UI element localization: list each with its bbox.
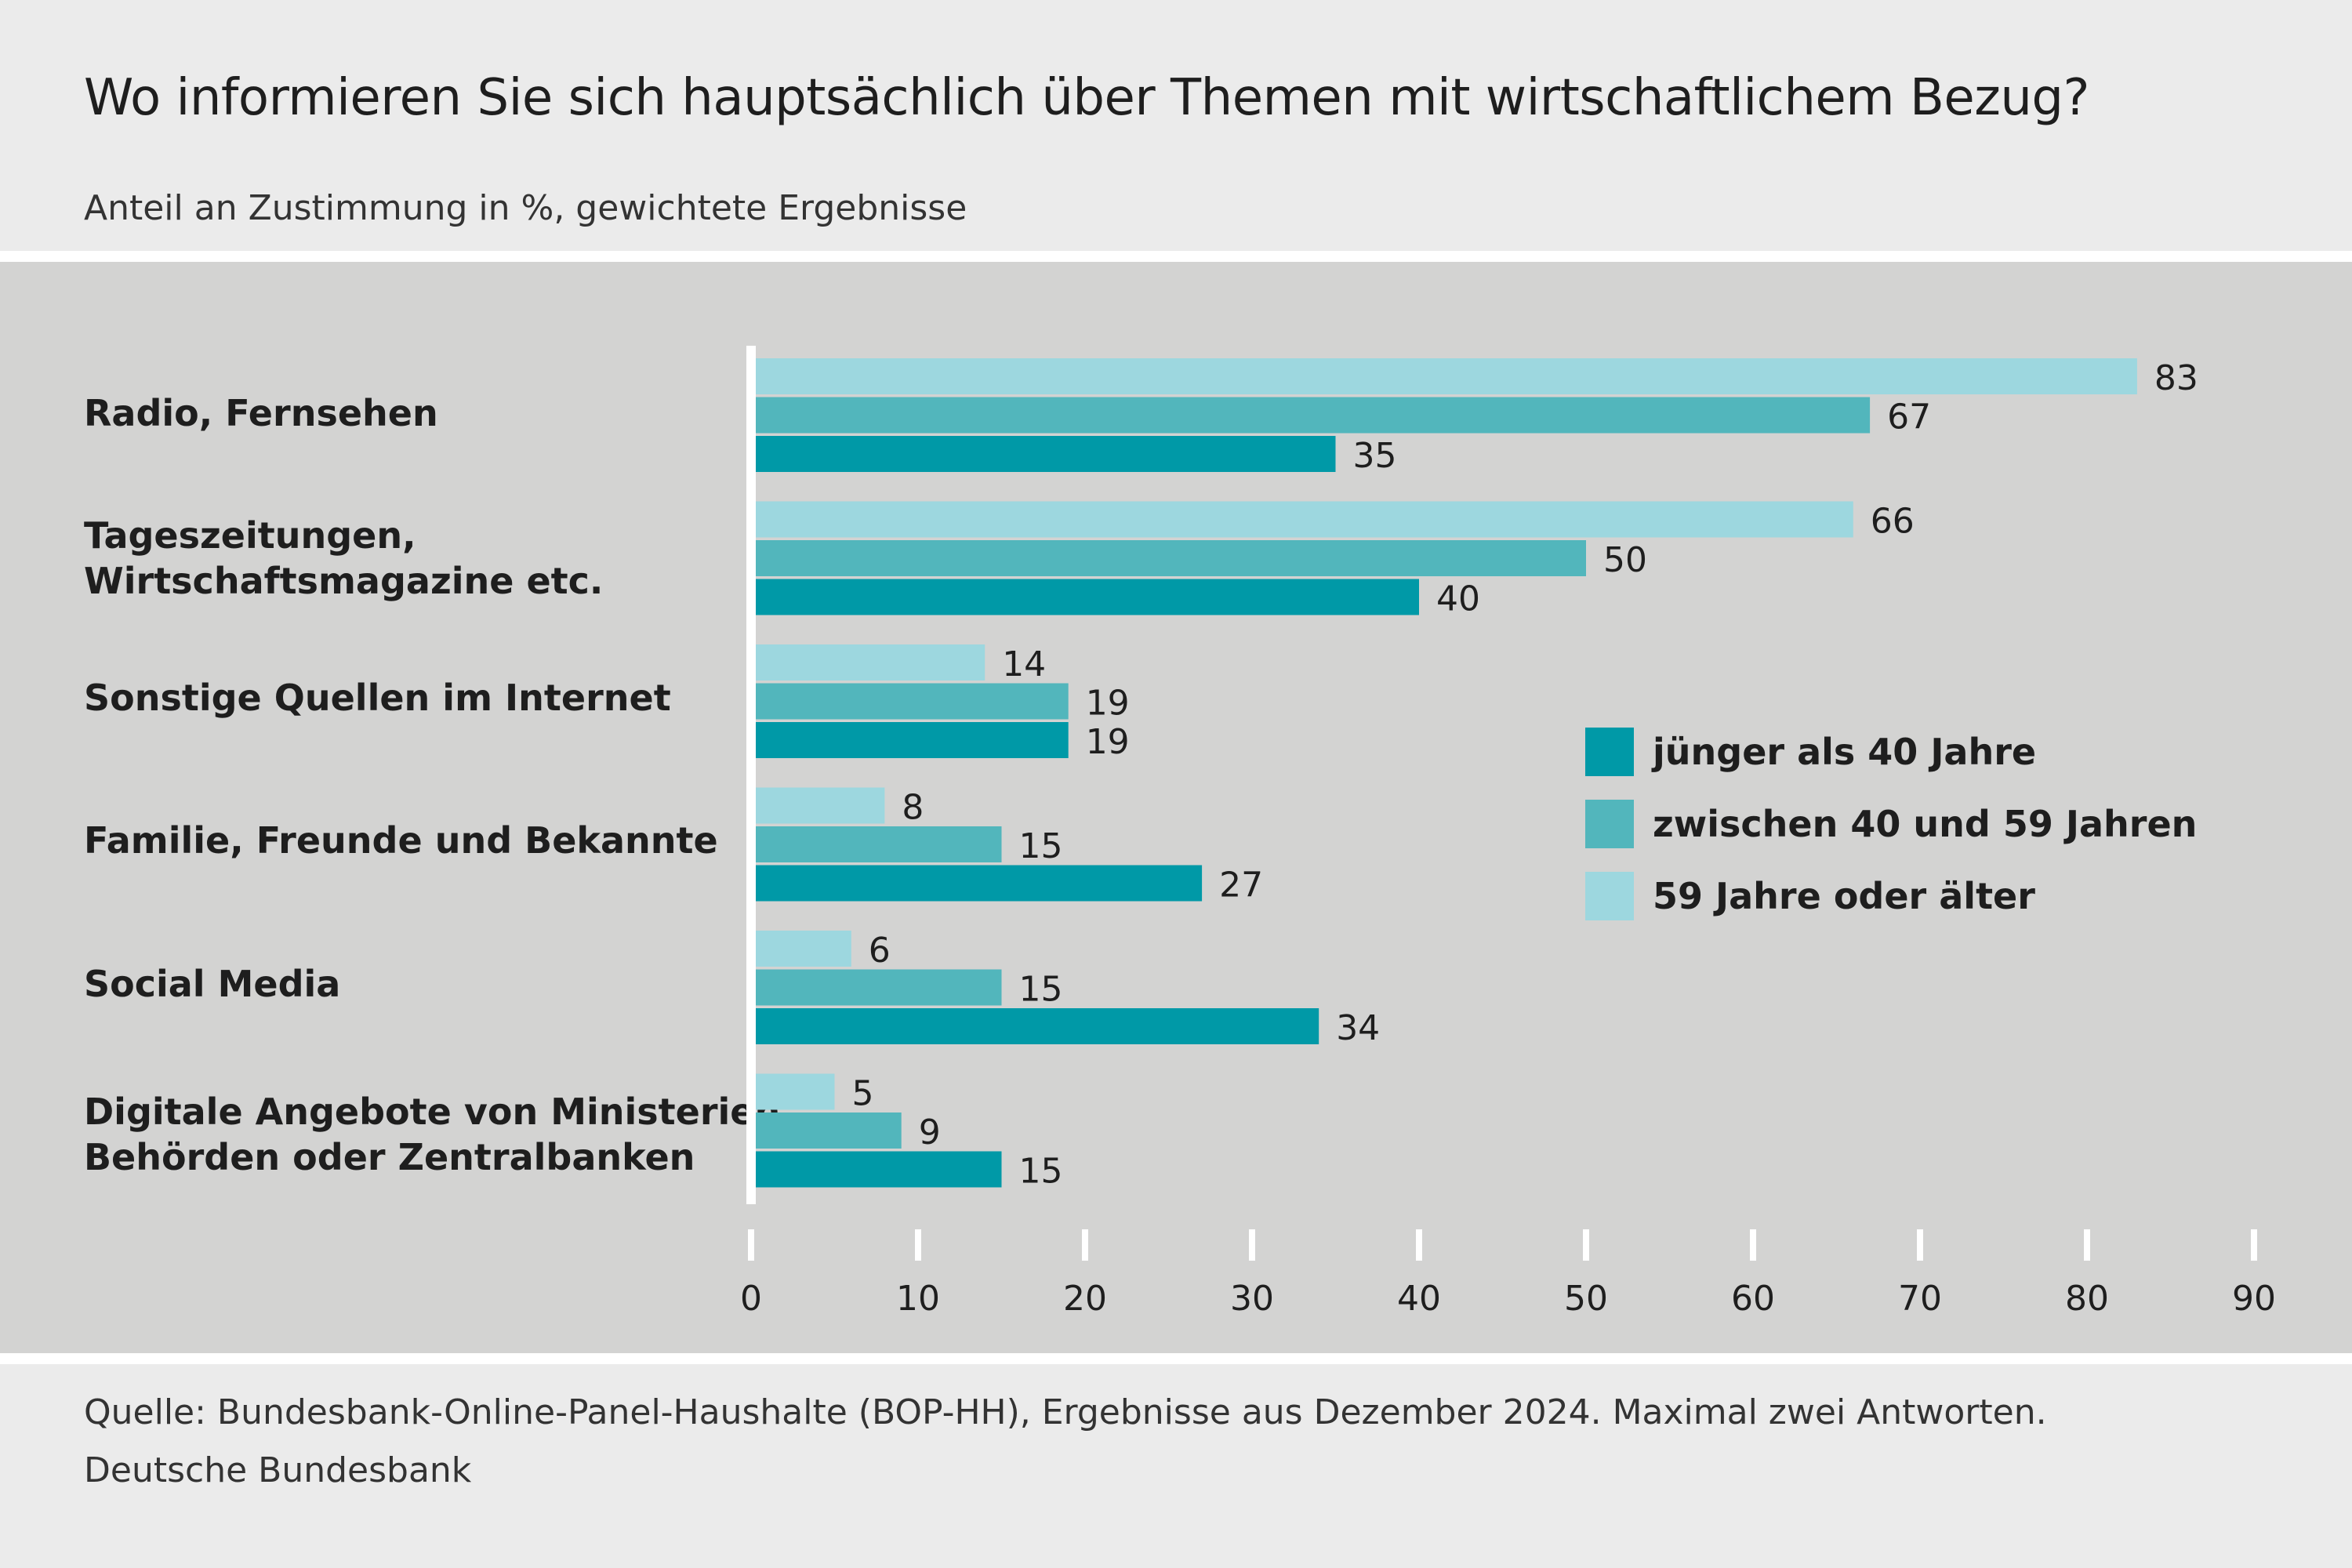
bar-value-label: 15 (1019, 826, 1063, 866)
x-tick-label: 10 (896, 1279, 940, 1319)
x-axis-tick (2251, 1229, 2257, 1261)
bar-value-label: 27 (1219, 866, 1263, 906)
x-axis-tick (1750, 1229, 1756, 1261)
legend-label: jünger als 40 Jahre (1653, 731, 2037, 773)
x-axis-tick (1249, 1229, 1255, 1261)
bar-value-label: 8 (902, 788, 924, 828)
bar-value-label: 19 (1086, 684, 1130, 724)
x-axis-tick (1416, 1229, 1422, 1261)
bar-value-label: 67 (1887, 397, 1931, 437)
bar-value-label: 50 (1603, 540, 1647, 580)
bar-value-label: 83 (2154, 358, 2198, 398)
legend-swatch (1585, 728, 1634, 776)
bar (756, 1151, 1002, 1188)
chart-title: Wo informieren Sie sich hauptsächlich üb… (84, 69, 2090, 127)
x-axis-tick (1583, 1229, 1589, 1261)
category-label: Sonstige Quellen im Internet (84, 677, 671, 719)
x-tick-label: 30 (1230, 1279, 1274, 1319)
publisher-credit: Deutsche Bundesbank (84, 1450, 472, 1490)
category-label: Familie, Freunde und Bekannte (84, 819, 718, 862)
bar (756, 865, 1203, 902)
x-tick-label: 50 (1564, 1279, 1608, 1319)
bar-value-label: 19 (1086, 722, 1130, 762)
bar-value-label: 14 (1002, 644, 1046, 684)
bar (756, 579, 1419, 615)
category-label: Radio, Fernsehen (84, 392, 438, 434)
legend-swatch (1585, 800, 1634, 848)
bar-value-label: 40 (1436, 579, 1480, 619)
bottom-separator (0, 1353, 2352, 1364)
x-tick-label: 0 (740, 1279, 762, 1319)
x-axis-tick (915, 1229, 921, 1261)
category-label: Social Media (84, 963, 341, 1005)
bar-value-label: 35 (1353, 436, 1397, 476)
category-label: Digitale Angebote von Ministerien, Behör… (84, 1091, 794, 1178)
bar-value-label: 9 (919, 1112, 941, 1152)
bar (756, 1008, 1319, 1044)
bar-value-label: 15 (1019, 970, 1063, 1010)
bar (756, 436, 1336, 472)
bar (756, 540, 1586, 576)
bar (756, 1112, 902, 1149)
bar-value-label: 15 (1019, 1152, 1063, 1192)
x-tick-label: 90 (2232, 1279, 2276, 1319)
bar (756, 969, 1002, 1006)
y-axis-baseline (746, 346, 756, 1204)
bar (756, 826, 1002, 862)
bar (756, 358, 2137, 394)
category-label: Tageszeitungen, Wirtschaftsmagazine etc. (84, 514, 604, 602)
x-axis-tick (1082, 1229, 1088, 1261)
x-tick-label: 80 (2065, 1279, 2109, 1319)
bar-value-label: 34 (1336, 1008, 1380, 1048)
bar-value-label: 5 (852, 1074, 874, 1114)
x-axis-tick (1917, 1229, 1923, 1261)
bar (756, 722, 1069, 758)
legend-swatch (1585, 872, 1634, 920)
x-tick-label: 40 (1397, 1279, 1441, 1319)
bar (756, 397, 1871, 434)
x-tick-label: 20 (1063, 1279, 1107, 1319)
bar (756, 644, 985, 681)
bar (756, 1073, 835, 1110)
x-tick-label: 60 (1731, 1279, 1775, 1319)
legend-label: zwischen 40 und 59 Jahren (1653, 803, 2198, 845)
bar (756, 683, 1069, 720)
x-axis-tick (748, 1229, 754, 1261)
bar (756, 787, 885, 824)
x-axis-tick (2084, 1229, 2090, 1261)
chart-header: Wo informieren Sie sich hauptsächlich üb… (0, 0, 2352, 251)
source-note: Quelle: Bundesbank-Online-Panel-Haushalt… (84, 1392, 2047, 1432)
top-separator (0, 251, 2352, 262)
legend-label: 59 Jahre oder älter (1653, 875, 2035, 917)
bar (756, 931, 851, 967)
chart-subtitle: Anteil an Zustimmung in %, gewichtete Er… (84, 188, 967, 228)
x-tick-label: 70 (1898, 1279, 1942, 1319)
bar-value-label: 6 (869, 931, 891, 971)
bar-value-label: 66 (1871, 502, 1915, 542)
bar (756, 501, 1853, 538)
